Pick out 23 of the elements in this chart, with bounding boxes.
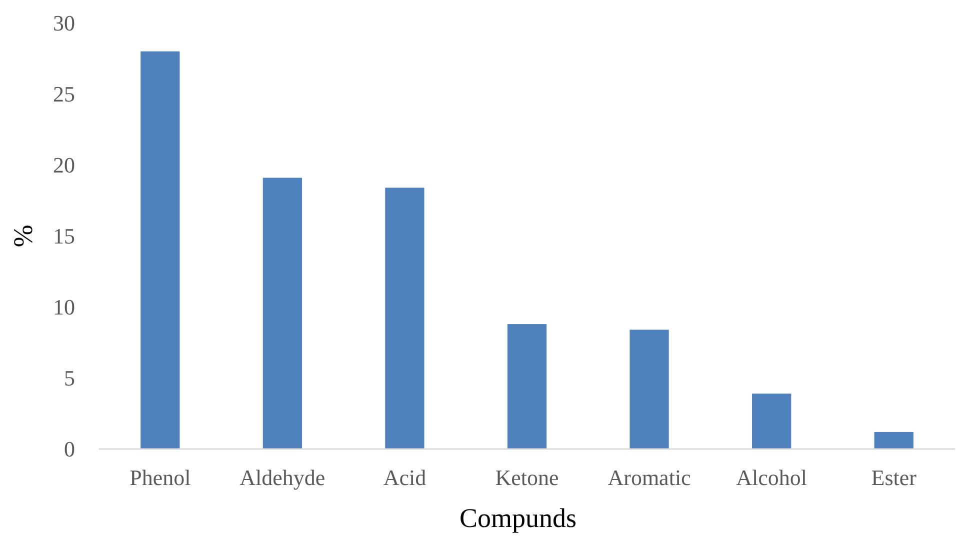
bar [262, 178, 302, 449]
y-tick-label: 5 [64, 366, 75, 391]
x-tick-label: Aromatic [608, 465, 692, 490]
bar [874, 432, 914, 449]
x-tick-label: Ester [871, 465, 918, 490]
x-tick-label: Ketone [495, 465, 559, 490]
bar [140, 51, 180, 449]
y-axis-title: % [8, 224, 38, 248]
x-tick-label: Aldehyde [240, 465, 326, 490]
bar [507, 324, 547, 449]
bar [385, 188, 424, 449]
y-tick-label: 30 [53, 10, 75, 36]
x-tick-label: Phenol [130, 465, 191, 490]
y-tick-label: 25 [53, 82, 75, 107]
y-tick-label: 10 [53, 294, 75, 320]
x-axis-title: Compunds [459, 503, 577, 533]
x-tick-label: Acid [383, 465, 426, 490]
bar [752, 394, 792, 449]
bar [630, 330, 669, 449]
y-tick-label: 15 [53, 224, 75, 249]
x-tick-label: Alcohol [736, 465, 808, 490]
y-tick-label: 20 [53, 152, 75, 178]
y-tick-label: 0 [64, 436, 75, 462]
